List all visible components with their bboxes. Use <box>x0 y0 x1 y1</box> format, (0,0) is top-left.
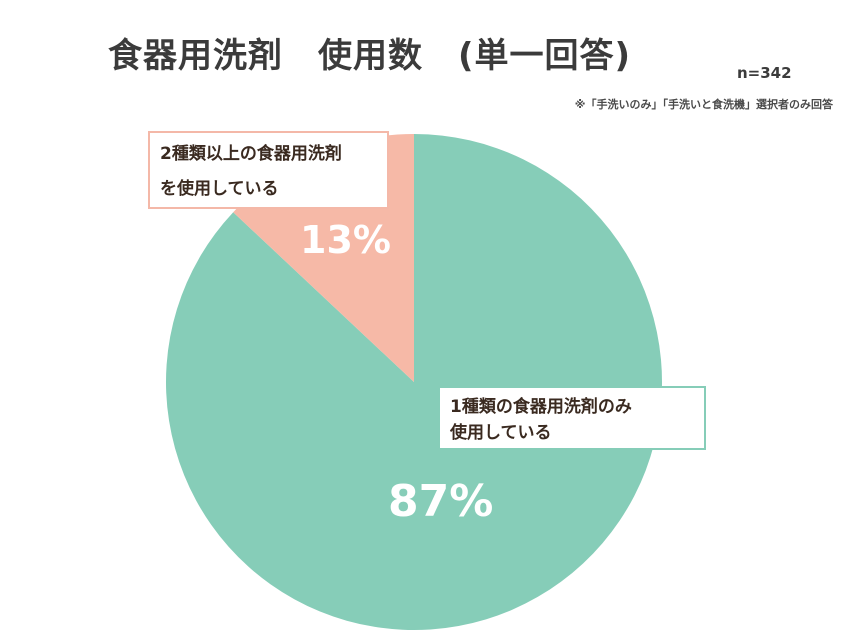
pie-slice <box>165 134 662 630</box>
sample-size: n=342 <box>737 64 792 82</box>
chart-title: 食器用洗剤 使用数 (単一回答) <box>108 36 632 76</box>
pie-slice-percent-label: 13% <box>300 218 391 262</box>
slice-label-line: 2種類以上の食器用洗剤 <box>160 144 342 164</box>
slice-label-line: 使用している <box>450 423 552 444</box>
slice-label-box-single: 1種類の食器用洗剤のみ 使用している <box>438 386 706 450</box>
slice-label-line: 1種類の食器用洗剤のみ <box>450 397 632 417</box>
slice-label-line: を使用している <box>160 178 279 199</box>
slice-label-box-multiple: 2種類以上の食器用洗剤 を使用している <box>148 131 389 209</box>
pie-slice-percent-label: 87% <box>388 476 494 527</box>
footnote: ※「手洗いのみ」「手洗いと食洗機」選択者のみ回答 <box>574 98 833 111</box>
